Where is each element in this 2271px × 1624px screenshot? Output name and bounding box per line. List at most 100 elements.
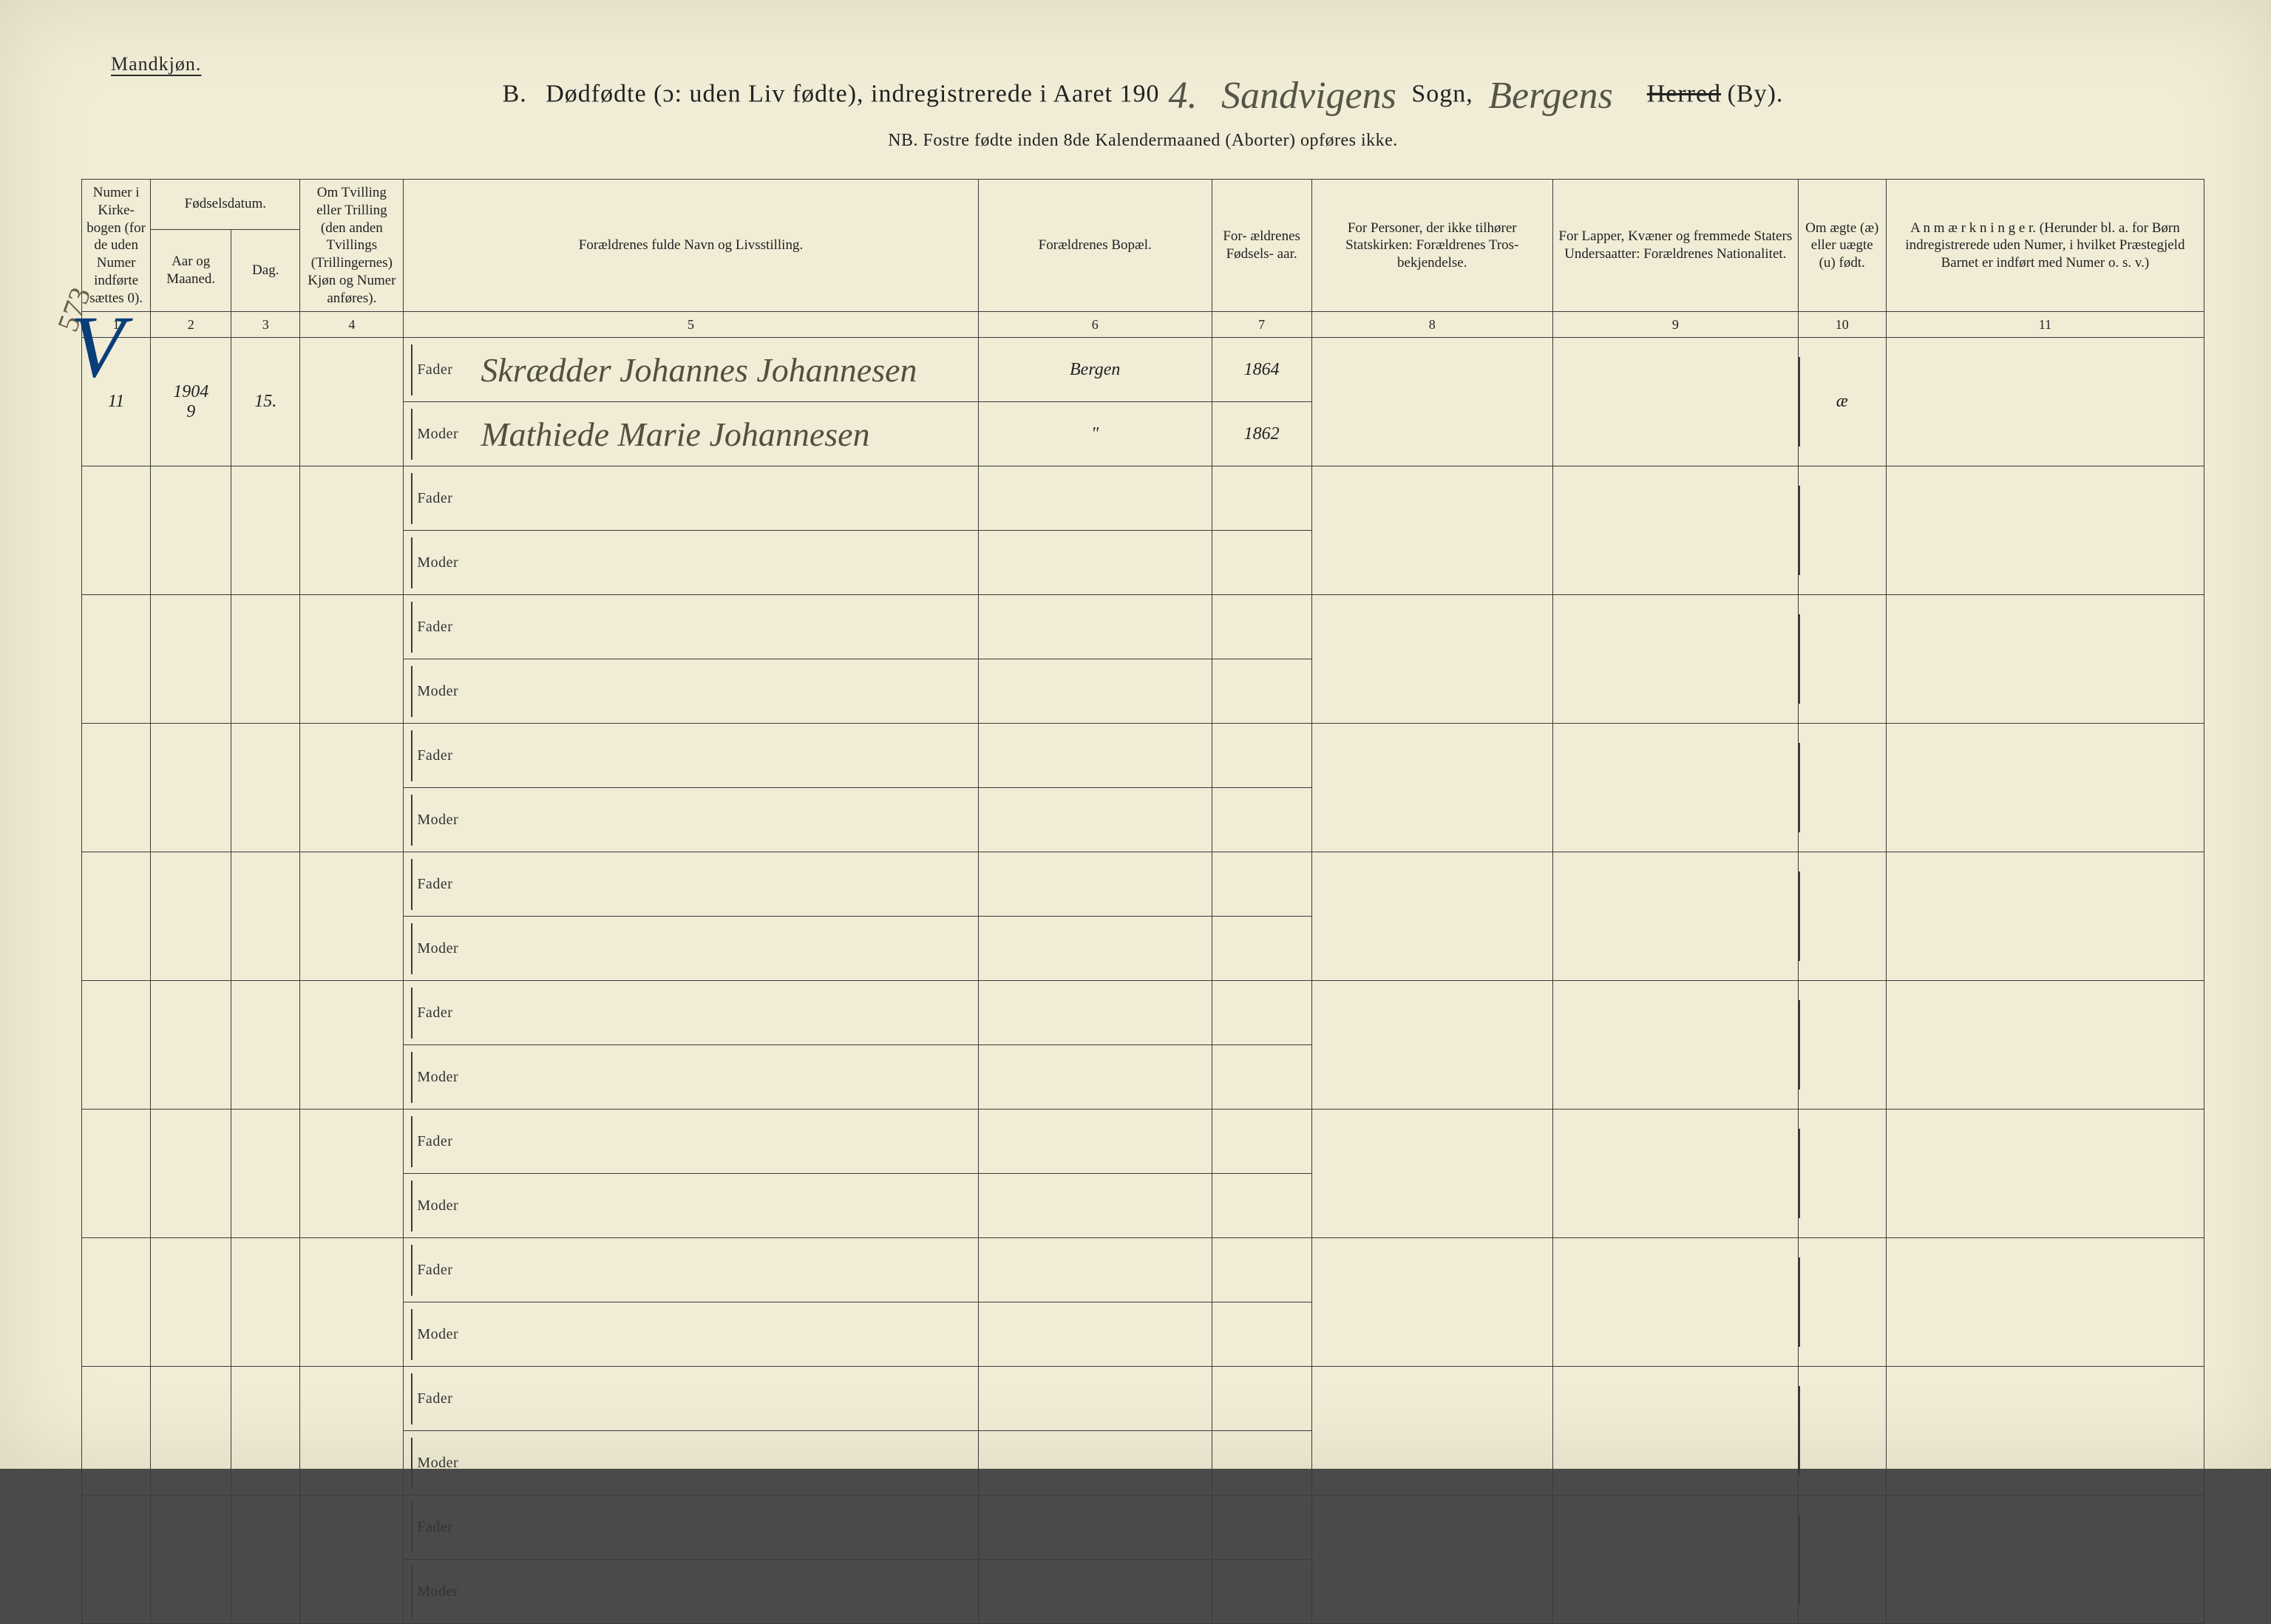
cell-res-f: Bergen bbox=[978, 338, 1212, 402]
father-label: Fader bbox=[417, 490, 476, 507]
cell-res-f bbox=[978, 981, 1212, 1045]
cell-father: Fader bbox=[404, 724, 978, 788]
cell-res-m bbox=[978, 659, 1212, 724]
cell-nat bbox=[1552, 1367, 1798, 1495]
cell-res-m: " bbox=[978, 402, 1212, 466]
cell-num bbox=[82, 1367, 151, 1495]
cell-by-m bbox=[1212, 788, 1311, 852]
cell-father: Fader bbox=[404, 981, 978, 1045]
cell-nat bbox=[1552, 1495, 1798, 1624]
cell-remarks bbox=[1886, 1110, 2204, 1238]
cell-yearmonth bbox=[151, 1110, 231, 1238]
cell-legit bbox=[1798, 1110, 1886, 1238]
cell-mother: Moder bbox=[404, 1302, 978, 1367]
cell-father: Fader bbox=[404, 1110, 978, 1174]
cell-num bbox=[82, 981, 151, 1110]
mother-label: Moder bbox=[417, 426, 476, 443]
title-by: (By). bbox=[1728, 80, 1784, 107]
cell-mother: Moder bbox=[404, 788, 978, 852]
cell-yearmonth bbox=[151, 1238, 231, 1367]
cell-mother: Moder bbox=[404, 659, 978, 724]
cell-day bbox=[231, 595, 300, 724]
cell-num bbox=[82, 595, 151, 724]
cell-by-m bbox=[1212, 917, 1311, 981]
cell-twin bbox=[300, 466, 404, 595]
cell-remarks bbox=[1886, 466, 2204, 595]
title-sogn-hand: Sandvigens bbox=[1212, 74, 1405, 118]
title-main: Dødfødte (ɔ: uden Liv fødte), indregistr… bbox=[546, 80, 1159, 107]
cell-by-m bbox=[1212, 1174, 1311, 1238]
coln-9: 9 bbox=[1552, 312, 1798, 338]
cell-res-m bbox=[978, 1045, 1212, 1110]
cell-legit bbox=[1798, 1238, 1886, 1367]
cell-nat bbox=[1552, 338, 1798, 466]
title-sogn-label: Sogn, bbox=[1411, 80, 1473, 107]
cell-yearmonth bbox=[151, 466, 231, 595]
cell-father: Fader bbox=[404, 852, 978, 917]
hdr-fd: Fødselsdatum. bbox=[151, 180, 300, 230]
record-row-father: Fader bbox=[82, 1238, 2204, 1302]
cell-mother: Moder bbox=[404, 1431, 978, 1495]
cell-twin bbox=[300, 1495, 404, 1624]
father-label: Fader bbox=[417, 876, 476, 893]
cell-res-m bbox=[978, 531, 1212, 595]
cell-yearmonth bbox=[151, 852, 231, 981]
cell-by-f bbox=[1212, 1110, 1311, 1174]
father-name: Skrædder Johannes Johannesen bbox=[481, 351, 917, 389]
cell-day bbox=[231, 1367, 300, 1495]
cell-res-f bbox=[978, 1110, 1212, 1174]
hdr-9: For Lapper, Kvæner og fremmede Staters U… bbox=[1552, 180, 1798, 312]
cell-father: Fader Skrædder Johannes Johannesen bbox=[404, 338, 978, 402]
cell-day bbox=[231, 466, 300, 595]
hdr-10: Om ægte (æ) eller uægte (u) født. bbox=[1798, 180, 1886, 312]
mother-label: Moder bbox=[417, 1069, 476, 1086]
cell-faith bbox=[1311, 852, 1552, 981]
cell-legit bbox=[1798, 724, 1886, 852]
cell-remarks bbox=[1886, 1495, 2204, 1624]
cell-mother: Moder bbox=[404, 531, 978, 595]
cell-nat bbox=[1552, 466, 1798, 595]
cell-mother: Moder Mathiede Marie Johannesen bbox=[404, 402, 978, 466]
coln-2: 2 bbox=[151, 312, 231, 338]
cell-num bbox=[82, 852, 151, 981]
cell-legit bbox=[1798, 1495, 1886, 1624]
cell-faith bbox=[1311, 981, 1552, 1110]
mother-label: Moder bbox=[417, 554, 476, 571]
cell-nat bbox=[1552, 595, 1798, 724]
cell-twin bbox=[300, 595, 404, 724]
record-row-father: Fader bbox=[82, 724, 2204, 788]
cell-res-m bbox=[978, 1302, 1212, 1367]
cell-by-m bbox=[1212, 1560, 1311, 1624]
cell-num: 11 bbox=[82, 338, 151, 466]
cell-res-f bbox=[978, 595, 1212, 659]
mother-label: Moder bbox=[417, 812, 476, 829]
table-header: Numer i Kirke- bogen (for de uden Numer … bbox=[82, 180, 2204, 338]
cell-remarks bbox=[1886, 338, 2204, 466]
cell-father: Fader bbox=[404, 466, 978, 531]
cell-faith bbox=[1311, 1367, 1552, 1495]
title-year-hand: 4. bbox=[1159, 74, 1206, 118]
cell-nat bbox=[1552, 981, 1798, 1110]
father-label: Fader bbox=[417, 1005, 476, 1022]
subtitle: NB. Fostre fødte inden 8de Kalendermaane… bbox=[81, 131, 2204, 151]
cell-res-m bbox=[978, 788, 1212, 852]
coln-3: 3 bbox=[231, 312, 300, 338]
cell-res-f bbox=[978, 852, 1212, 917]
cell-res-m bbox=[978, 1174, 1212, 1238]
cell-yearmonth bbox=[151, 981, 231, 1110]
hdr-4: Om Tvilling eller Trilling (den anden Tv… bbox=[300, 180, 404, 312]
record-row-father: Fader bbox=[82, 852, 2204, 917]
record-row-father: Fader bbox=[82, 1367, 2204, 1431]
cell-twin bbox=[300, 724, 404, 852]
cell-yearmonth bbox=[151, 1495, 231, 1624]
cell-twin bbox=[300, 1110, 404, 1238]
cell-res-m bbox=[978, 1431, 1212, 1495]
cell-father: Fader bbox=[404, 1238, 978, 1302]
cell-faith bbox=[1311, 1110, 1552, 1238]
father-label: Fader bbox=[417, 1262, 476, 1279]
cell-day bbox=[231, 1495, 300, 1624]
cell-mother: Moder bbox=[404, 1045, 978, 1110]
cell-by-m bbox=[1212, 1302, 1311, 1367]
cell-father: Fader bbox=[404, 1495, 978, 1560]
cell-nat bbox=[1552, 852, 1798, 981]
